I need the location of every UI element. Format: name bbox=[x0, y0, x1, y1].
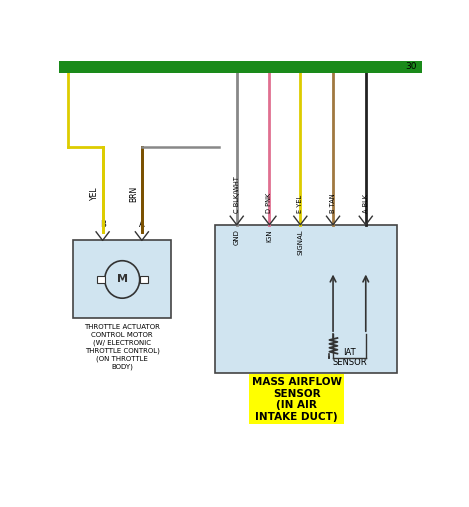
Bar bbox=[59, 61, 422, 73]
Text: C BLK/WHT: C BLK/WHT bbox=[234, 176, 240, 213]
Text: BRN: BRN bbox=[129, 186, 138, 202]
Text: A: A bbox=[139, 221, 145, 230]
Text: A BLK: A BLK bbox=[363, 194, 369, 213]
Text: SIGNAL: SIGNAL bbox=[297, 230, 303, 255]
Text: E YEL: E YEL bbox=[297, 195, 303, 213]
Text: MASS AIRFLOW
SENSOR
(IN AIR
INTAKE DUCT): MASS AIRFLOW SENSOR (IN AIR INTAKE DUCT) bbox=[252, 377, 342, 422]
Bar bbox=[73, 240, 171, 318]
Text: GND: GND bbox=[234, 230, 240, 245]
Text: M: M bbox=[117, 274, 128, 284]
Text: YEL: YEL bbox=[90, 187, 99, 200]
Bar bbox=[215, 225, 397, 373]
Text: IGN: IGN bbox=[266, 230, 272, 242]
Bar bbox=[97, 276, 105, 283]
Text: 30: 30 bbox=[405, 62, 416, 71]
Text: THROTTLE ACTUATOR
CONTROL MOTOR
(W/ ELECTRONIC
THROTTLE CONTROL)
(ON THROTTLE
BO: THROTTLE ACTUATOR CONTROL MOTOR (W/ ELEC… bbox=[84, 324, 160, 370]
Text: D PNK: D PNK bbox=[266, 193, 272, 213]
Text: IAT
SENSOR: IAT SENSOR bbox=[332, 348, 367, 367]
Bar bbox=[140, 276, 148, 283]
Text: B TAN: B TAN bbox=[330, 194, 336, 213]
Text: B: B bbox=[100, 221, 106, 230]
